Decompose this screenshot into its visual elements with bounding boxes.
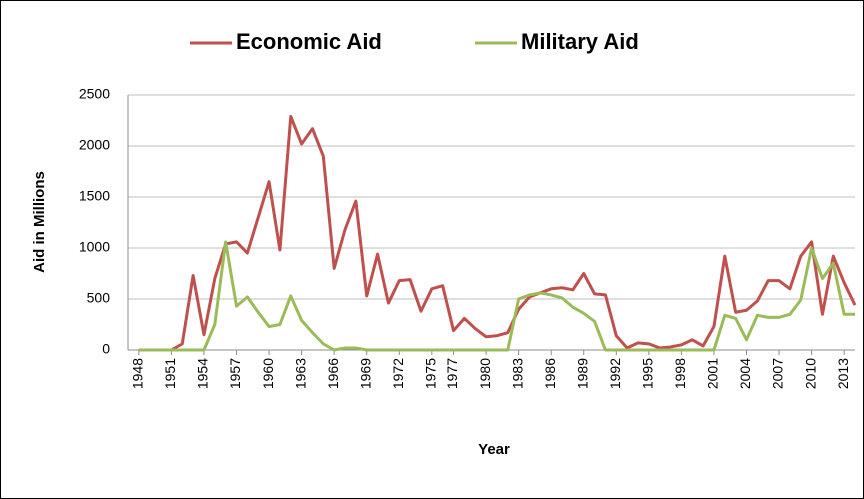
y-tick-label: 2500	[79, 86, 110, 102]
y-tick-label: 2000	[79, 137, 110, 153]
x-tick-label: 1975	[423, 358, 439, 389]
x-tick-label: 1989	[574, 358, 590, 389]
legend-label: Military Aid	[521, 29, 639, 54]
y-tick-label: 1000	[79, 239, 110, 255]
x-tick-label: 1957	[227, 358, 243, 389]
y-axis-title: Aid in Millions	[31, 171, 48, 273]
y-tick-label: 0	[102, 341, 110, 357]
x-tick-label: 1998	[672, 358, 688, 389]
x-tick-label: 1972	[390, 358, 406, 389]
x-tick-label: 1966	[325, 358, 341, 389]
y-tick-label: 1500	[79, 188, 110, 204]
x-tick-label: 2007	[770, 358, 786, 389]
y-tick-label: 500	[87, 290, 111, 306]
x-axis-title: Year	[478, 441, 510, 458]
x-tick-label: 2004	[737, 358, 753, 389]
x-tick-label: 1992	[607, 358, 623, 389]
x-tick-label: 2013	[835, 358, 851, 389]
x-tick-label: 2010	[802, 358, 818, 389]
x-tick-label: 2001	[705, 358, 721, 389]
x-tick-label: 1951	[162, 358, 178, 389]
series-line	[138, 240, 855, 352]
x-tick-label: 1977	[444, 358, 460, 389]
x-tick-label: 1980	[477, 358, 493, 389]
x-tick-label: 1954	[195, 358, 211, 389]
legend-label: Economic Aid	[236, 29, 382, 54]
series-line	[138, 114, 857, 352]
x-tick-label: 1995	[640, 358, 656, 389]
x-tick-label: 1983	[509, 358, 525, 389]
x-tick-label: 1963	[292, 358, 308, 389]
x-tick-label: 1960	[260, 358, 276, 389]
x-tick-label: 1948	[130, 358, 146, 389]
x-tick-label: 1986	[542, 358, 558, 389]
x-tick-label: 1969	[357, 358, 373, 389]
